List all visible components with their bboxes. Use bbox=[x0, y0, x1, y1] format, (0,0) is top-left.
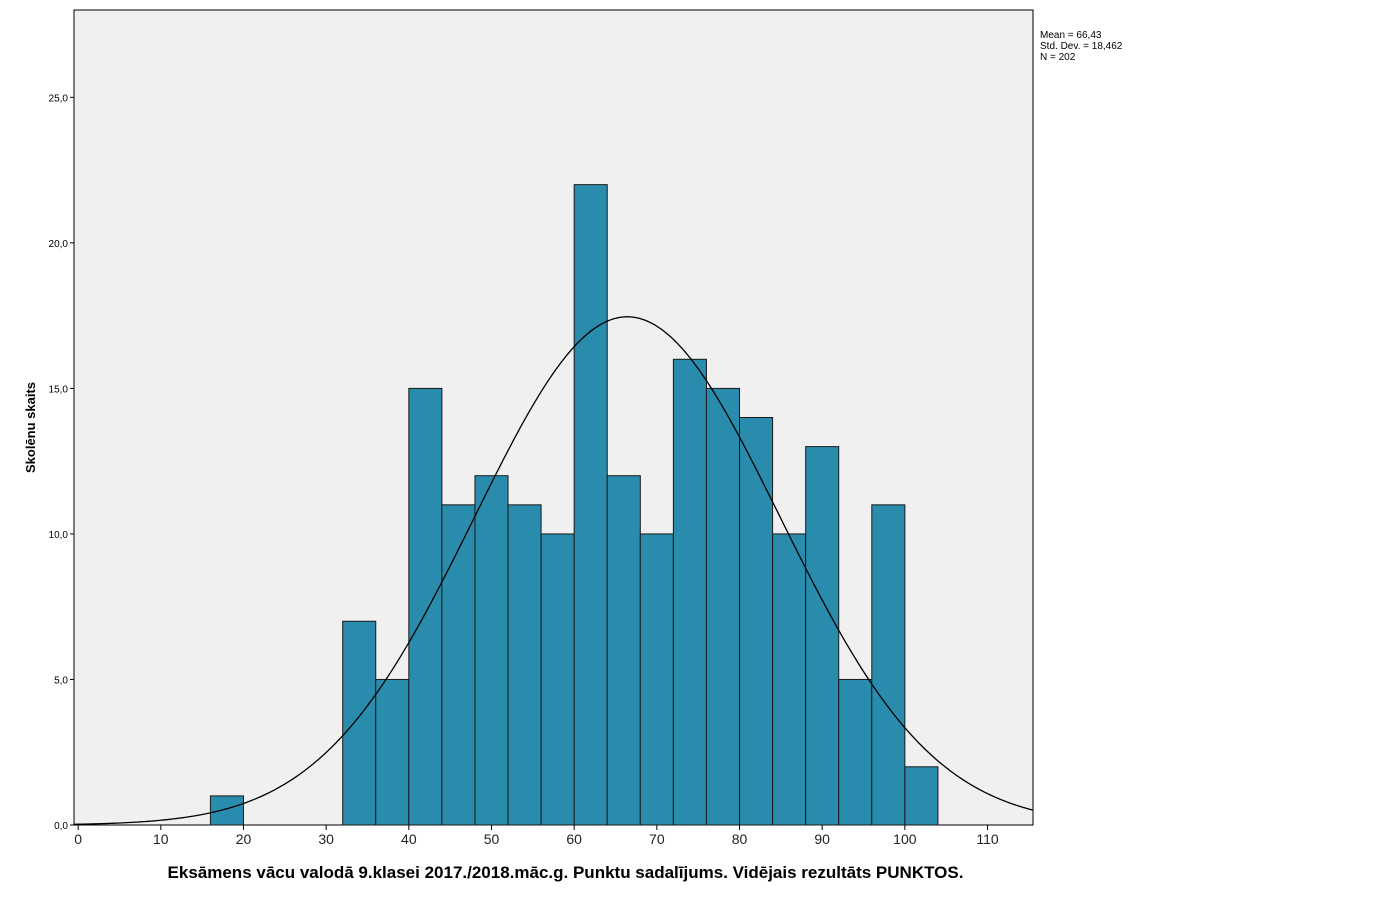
stats-n: N = 202 bbox=[1040, 52, 1076, 63]
y-tick-label-1: 5,0 bbox=[54, 675, 68, 686]
x-tick-label-11: 110 bbox=[976, 831, 999, 847]
bars-layer bbox=[209, 184, 939, 826]
histogram-bar-17 bbox=[871, 504, 906, 826]
histogram-bar-12 bbox=[705, 387, 741, 826]
x-tick-label-0: 0 bbox=[74, 831, 82, 847]
x-tick-label-10: 100 bbox=[893, 831, 917, 847]
histogram-bar-18 bbox=[904, 766, 939, 826]
histogram-bar-2 bbox=[375, 678, 410, 826]
histogram-bar-6 bbox=[507, 504, 542, 826]
y-tick-label-0: 0,0 bbox=[54, 821, 68, 832]
histogram-bar-0 bbox=[209, 795, 244, 826]
x-axis-title: Eksāmens vācu valodā 9.klasei 2017./2018… bbox=[168, 863, 964, 882]
x-tick-label-4: 40 bbox=[401, 831, 417, 847]
histogram-bar-13 bbox=[739, 417, 774, 826]
x-tick-label-9: 90 bbox=[814, 831, 830, 847]
histogram-bar-10 bbox=[639, 533, 674, 826]
x-tick-label-7: 70 bbox=[649, 831, 665, 847]
histogram-bar-11 bbox=[672, 358, 707, 826]
stats-annotation: Mean = 66,43 Std. Dev. = 18,462 N = 202 bbox=[1040, 30, 1122, 63]
x-tick-label-6: 60 bbox=[566, 831, 582, 847]
y-tick-label-2: 10,0 bbox=[49, 530, 69, 541]
y-axis-title: Skolēnu skaits bbox=[23, 382, 38, 473]
histogram-bar-3 bbox=[408, 387, 443, 826]
y-tick-label-4: 20,0 bbox=[49, 239, 69, 250]
x-tick-label-1: 10 bbox=[153, 831, 169, 847]
y-tick-label-3: 15,0 bbox=[49, 384, 69, 395]
histogram-bar-15 bbox=[805, 446, 840, 826]
x-tick-label-3: 30 bbox=[318, 831, 334, 847]
histogram-bar-14 bbox=[772, 533, 807, 826]
histogram-bar-8 bbox=[573, 184, 608, 826]
x-tick-label-5: 50 bbox=[484, 831, 500, 847]
histogram-bar-4 bbox=[441, 504, 476, 826]
axes-layer: 0 10 20 30 40 50 60 70 80 90 100 110 0,0 5,0 10,0 15,0 2… bbox=[49, 93, 999, 847]
stats-std-dev: Std. Dev. = 18,462 bbox=[1040, 41, 1123, 52]
x-tick-label-8: 80 bbox=[732, 831, 748, 847]
histogram-bar-1 bbox=[342, 620, 377, 826]
x-tick-label-2: 20 bbox=[236, 831, 252, 847]
y-tick-label-5: 25,0 bbox=[49, 93, 69, 104]
histogram-bar-16 bbox=[838, 678, 873, 826]
histogram-bar-9 bbox=[606, 475, 641, 826]
histogram-bar-7 bbox=[540, 533, 575, 826]
normal-curve-line bbox=[73, 316, 1034, 825]
stats-mean: Mean = 66,43 bbox=[1040, 30, 1102, 41]
histogram-bar-5 bbox=[474, 475, 509, 826]
